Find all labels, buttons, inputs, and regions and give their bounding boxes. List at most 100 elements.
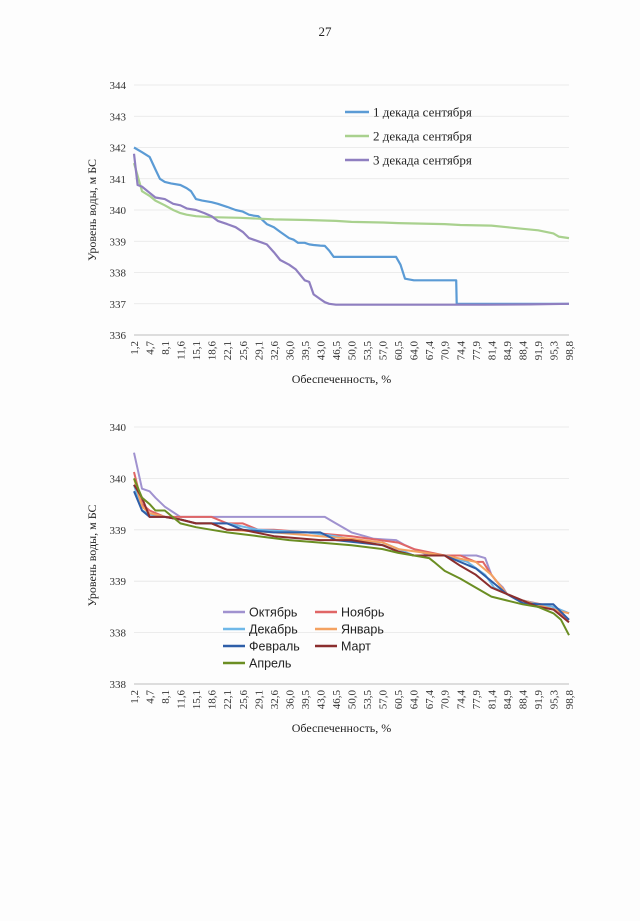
x-tick-label: 39,5 bbox=[300, 341, 312, 361]
x-tick-label: 43,0 bbox=[315, 341, 327, 361]
x-tick-label: 18,6 bbox=[207, 690, 219, 710]
y-tick-label: 339 bbox=[110, 236, 127, 248]
legend: 1 декада сентября 2 декада сентября 3 дека… bbox=[345, 105, 472, 168]
x-tick-label: 77,9 bbox=[471, 341, 483, 361]
x-tick-label: 74,4 bbox=[455, 341, 467, 361]
y-tick-label: 344 bbox=[110, 80, 127, 92]
x-tick-label: 70,9 bbox=[440, 341, 452, 361]
x-tick-label: 29,1 bbox=[253, 341, 265, 360]
x-tick-label: 67,4 bbox=[424, 341, 436, 361]
x-tick-label: 60,5 bbox=[393, 341, 405, 361]
legend-label: Апрель bbox=[249, 657, 291, 671]
y-tick-label: 343 bbox=[110, 111, 127, 123]
series-line-2 bbox=[132, 162, 570, 240]
x-tick-label: 95,3 bbox=[548, 690, 560, 710]
x-tick-label: 50,0 bbox=[347, 341, 359, 361]
x-tick-label: 60,5 bbox=[393, 690, 405, 710]
x-tick-label: 74,4 bbox=[455, 690, 467, 710]
x-tick-label: 8,1 bbox=[160, 690, 172, 704]
x-tick-label: 77,9 bbox=[471, 690, 483, 710]
x-tick-label: 15,1 bbox=[191, 341, 203, 360]
x-tick-label: 50,0 bbox=[347, 690, 359, 710]
y-tick-label: 341 bbox=[110, 174, 127, 186]
y-tick-label: 339 bbox=[110, 525, 127, 537]
x-tick-label: 32,6 bbox=[269, 690, 281, 710]
y-axis-title: Уровень воды, м БС bbox=[85, 159, 99, 261]
x-tick-label: 81,4 bbox=[486, 690, 498, 710]
x-tick-label: 70,9 bbox=[440, 690, 452, 710]
x-tick-label: 25,6 bbox=[238, 341, 250, 361]
series-line-1 bbox=[133, 146, 569, 305]
x-tick-label: 36,0 bbox=[284, 690, 296, 710]
y-tick-label: 340 bbox=[110, 422, 127, 434]
x-tick-label: 91,9 bbox=[533, 690, 545, 710]
x-axis-title: Обеспеченность, % bbox=[292, 721, 392, 735]
y-tick-label: 340 bbox=[110, 473, 127, 485]
x-tick-label: 98,8 bbox=[564, 690, 576, 710]
x-tick-label: 57,0 bbox=[378, 690, 390, 710]
x-tick-label: 46,5 bbox=[331, 341, 343, 361]
series-line-3 bbox=[133, 484, 570, 615]
x-tick-label: 39,5 bbox=[300, 690, 312, 710]
y-tick-label: 336 bbox=[110, 330, 127, 342]
legend-label: 1 декада сентября bbox=[373, 105, 472, 120]
x-tick-label: 53,5 bbox=[362, 341, 374, 361]
legend-label: 3 декада сентября bbox=[373, 153, 472, 168]
x-tick-label: 53,5 bbox=[362, 690, 374, 710]
legend-label: Декабрь bbox=[249, 623, 298, 637]
x-tick-label: 15,1 bbox=[191, 690, 203, 709]
x-tick-label: 32,6 bbox=[269, 341, 281, 361]
x-tick-label: 1,2 bbox=[129, 341, 141, 355]
x-tick-label: 95,3 bbox=[548, 341, 560, 361]
x-tick-label: 64,0 bbox=[409, 690, 421, 710]
x-tick-label: 88,4 bbox=[517, 341, 529, 361]
x-tick-label: 98,8 bbox=[564, 341, 576, 361]
x-tick-label: 22,1 bbox=[222, 341, 234, 360]
x-tick-label: 4,7 bbox=[145, 341, 157, 355]
x-tick-label: 81,4 bbox=[486, 341, 498, 361]
legend-label: Октябрь bbox=[249, 606, 297, 620]
x-tick-label: 46,5 bbox=[331, 690, 343, 710]
y-tick-label: 339 bbox=[110, 576, 127, 588]
x-tick-label: 64,0 bbox=[409, 341, 421, 361]
series-line-3 bbox=[132, 153, 570, 306]
x-tick-label: 22,1 bbox=[222, 690, 234, 709]
y-tick-label: 340 bbox=[110, 205, 127, 217]
y-tick-label: 338 bbox=[110, 268, 127, 280]
y-tick-label: 338 bbox=[110, 679, 127, 691]
legend-label: Март bbox=[341, 640, 371, 654]
x-tick-label: 84,9 bbox=[502, 690, 514, 710]
x-tick-label: 25,6 bbox=[238, 690, 250, 710]
x-tick-label: 57,0 bbox=[378, 341, 390, 361]
x-tick-label: 88,4 bbox=[517, 690, 529, 710]
legend-label: Ноябрь bbox=[341, 606, 384, 620]
y-tick-label: 338 bbox=[110, 628, 127, 640]
y-tick-label: 337 bbox=[110, 299, 127, 311]
x-tick-label: 67,4 bbox=[424, 690, 436, 710]
page-number: 27 bbox=[318, 24, 332, 39]
x-tick-label: 11,6 bbox=[176, 690, 188, 709]
legend-label: 2 декада сентября bbox=[373, 129, 472, 144]
legend-label: Февраль bbox=[249, 640, 300, 654]
x-tick-label: 11,6 bbox=[176, 341, 188, 360]
x-tick-label: 91,9 bbox=[533, 341, 545, 361]
legend: Октябрь Ноябрь Декабрь Январь Февраль Март Апр… bbox=[223, 606, 384, 671]
x-tick-label: 43,0 bbox=[315, 690, 327, 710]
x-tick-label: 4,7 bbox=[145, 690, 157, 704]
x-tick-label: 29,1 bbox=[253, 690, 265, 709]
x-tick-label: 36,0 bbox=[284, 341, 296, 361]
series-line-6 bbox=[133, 484, 570, 624]
x-tick-label: 84,9 bbox=[502, 341, 514, 361]
x-axis-title: Обеспеченность, % bbox=[292, 372, 392, 386]
legend-label: Январь bbox=[341, 623, 384, 637]
x-tick-label: 1,2 bbox=[129, 690, 141, 704]
x-tick-label: 18,6 bbox=[207, 341, 219, 361]
series-line-7 bbox=[133, 478, 570, 636]
chart-1: 336 337 338 339 340 341 342 343 344 1,2 4,7 8,1 11,6… bbox=[85, 80, 576, 386]
y-axis-title: Уровень воды, м БС bbox=[85, 504, 99, 606]
x-tick-label: 8,1 bbox=[160, 341, 172, 355]
y-tick-label: 342 bbox=[110, 143, 127, 155]
